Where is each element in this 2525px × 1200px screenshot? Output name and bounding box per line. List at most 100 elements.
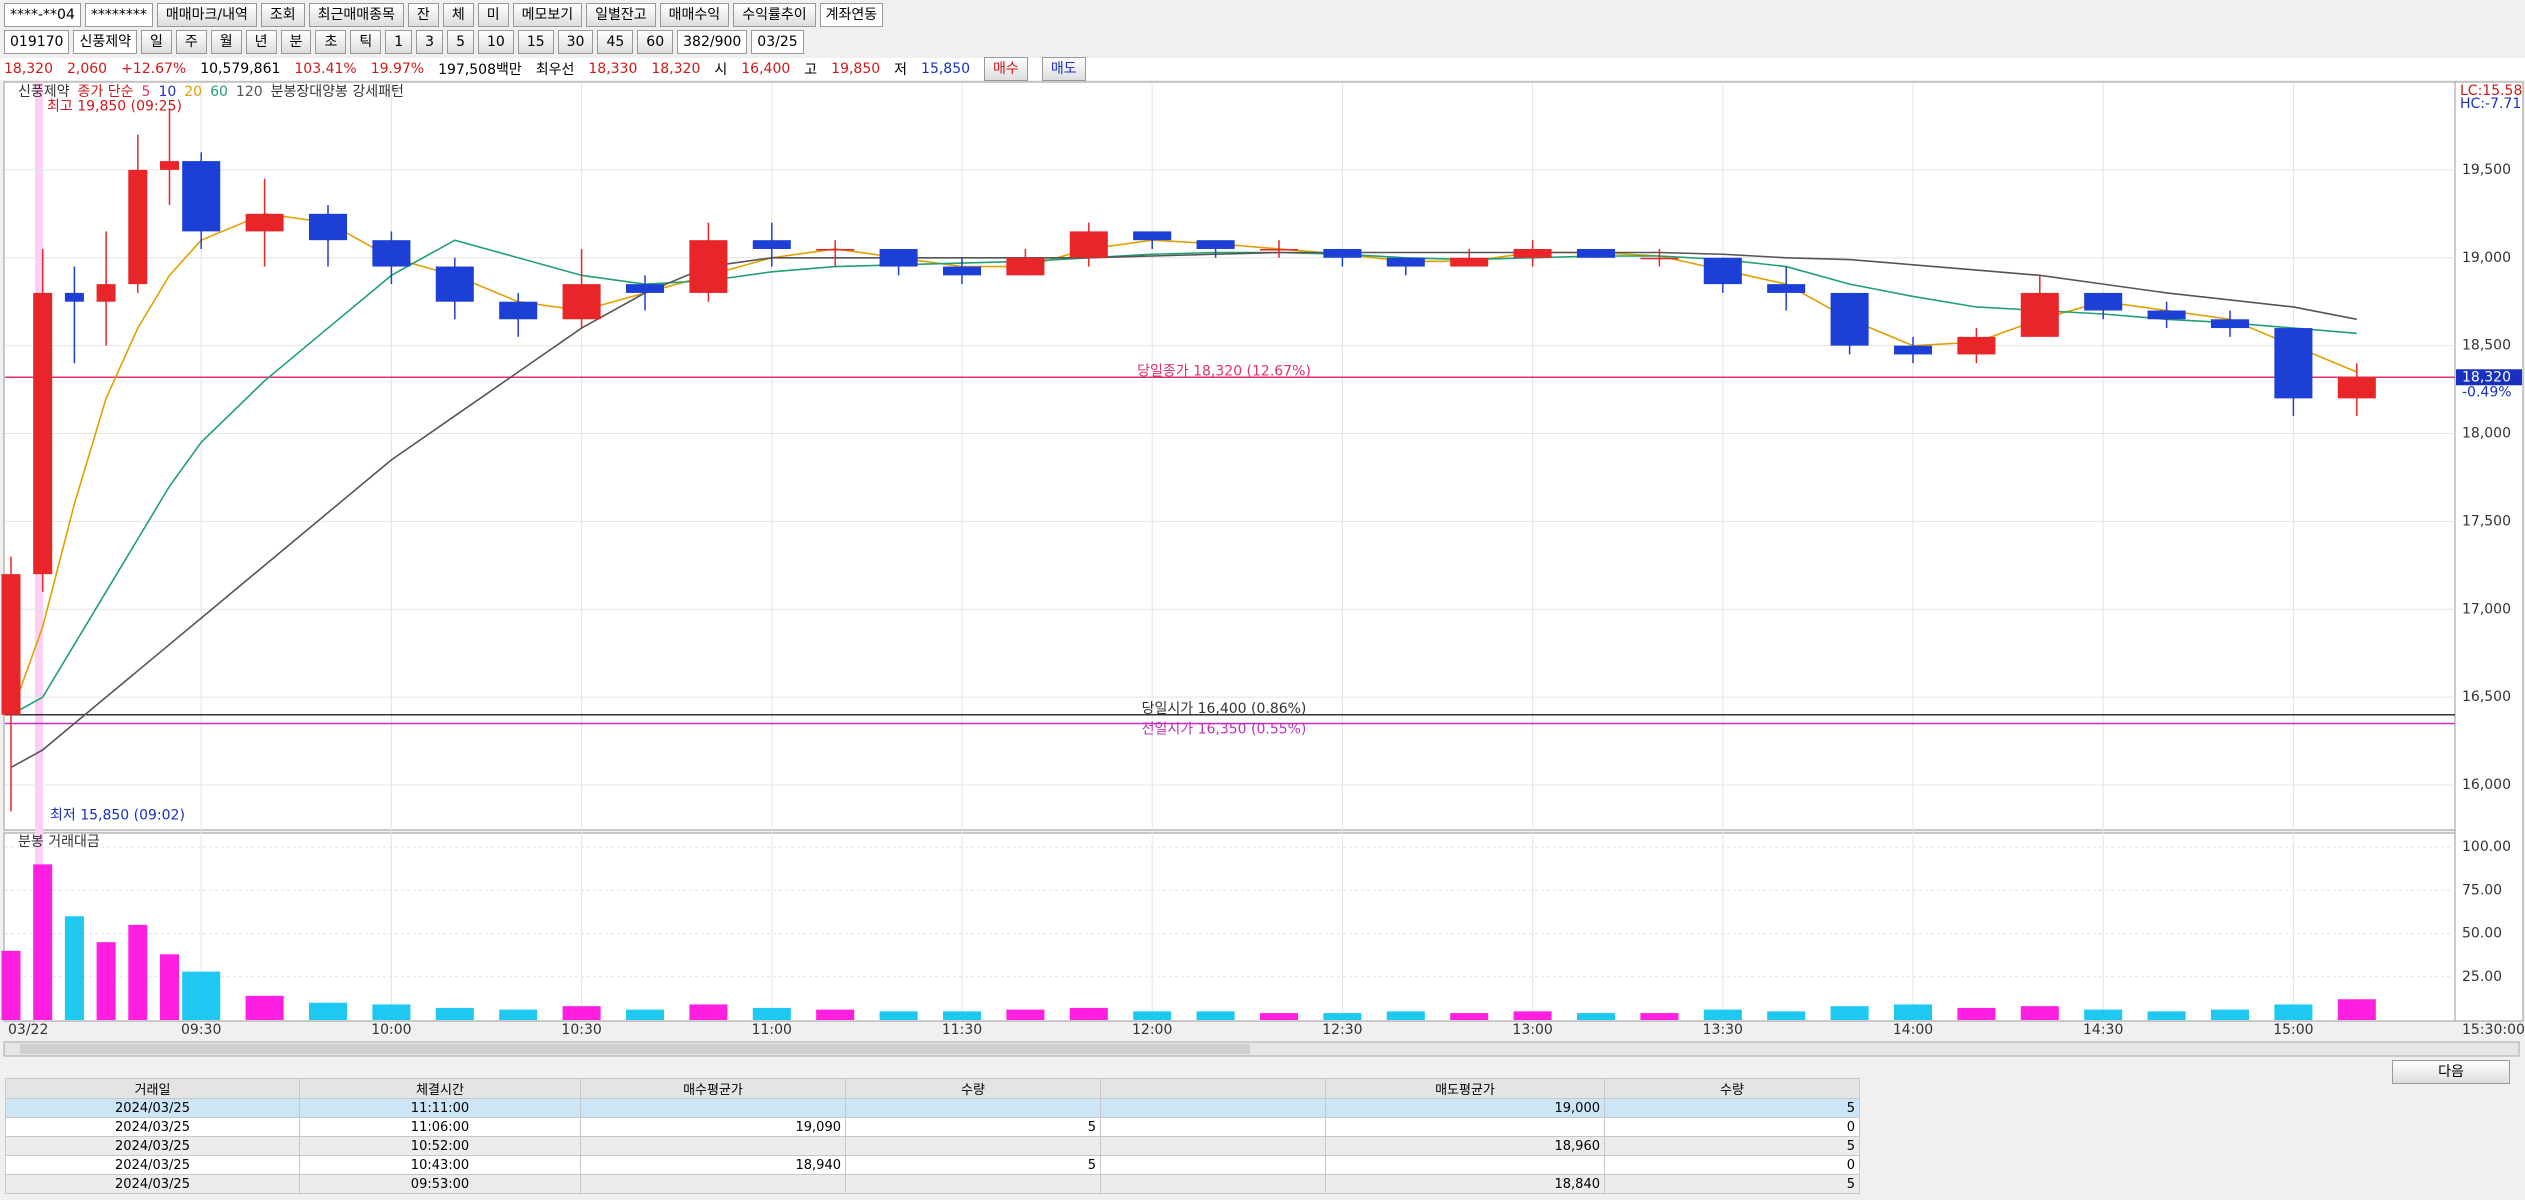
table-cell: [845, 1174, 1101, 1194]
volume-bar: [2337, 999, 2376, 1020]
best-label: 최우선: [535, 62, 575, 78]
period-button[interactable]: 월: [210, 30, 242, 54]
interval-button[interactable]: 5: [447, 30, 474, 54]
volume-bar: [2274, 1004, 2313, 1020]
symbol-code[interactable]: 019170: [4, 30, 70, 54]
toolbar-button[interactable]: 조회: [260, 3, 305, 27]
volume-bar: [64, 916, 84, 1020]
candle-body: [1386, 257, 1425, 267]
buy-button[interactable]: 매수: [984, 57, 1028, 81]
candle-body: [2337, 377, 2376, 399]
header-cell: [1100, 1078, 1326, 1099]
toolbar-button[interactable]: 매매마크/내역: [156, 3, 257, 27]
table-row[interactable]: 2024/03/25 09:53:00 18,840 5: [5, 1174, 1860, 1194]
interval-button[interactable]: 30: [557, 30, 594, 54]
legend-text: 종가 단순: [78, 84, 134, 100]
table-row[interactable]: 2024/03/25 11:06:00 19,090 5 0: [5, 1117, 1860, 1137]
link-checkbox[interactable]: 계좌연동: [819, 3, 884, 27]
toolbar-button[interactable]: 매매수익: [659, 3, 730, 27]
x-tick-label: 12:30: [1322, 1022, 1362, 1038]
volume-bar: [372, 1004, 411, 1020]
toolbar-button[interactable]: 수익률추이: [733, 3, 816, 27]
table-cell: 2024/03/25: [5, 1117, 300, 1137]
volume-bar: [1323, 1013, 1362, 1020]
interval-button[interactable]: 60: [637, 30, 674, 54]
interval-button[interactable]: 10: [477, 30, 514, 54]
volume-bar: [1830, 1006, 1869, 1020]
lc-label: LC:15.58: [2460, 83, 2522, 99]
period-button[interactable]: 초: [315, 30, 347, 54]
interval-button[interactable]: 3: [416, 30, 444, 54]
volume-bar: [1386, 1011, 1425, 1020]
volume-bar: [435, 1007, 474, 1020]
toolbar-button[interactable]: 일별잔고: [586, 3, 656, 27]
table-cell: 5: [845, 1155, 1101, 1175]
volume-bar: [2147, 1011, 2186, 1020]
date[interactable]: 03/25: [751, 30, 804, 54]
volume-tick-label: 75.00: [2462, 882, 2502, 898]
password[interactable]: ********: [84, 3, 153, 27]
period-button[interactable]: 일: [140, 30, 172, 54]
table-cell: 09:53:00: [299, 1174, 581, 1194]
table-row[interactable]: 2024/03/25 10:43:00 18,940 5 0: [5, 1155, 1860, 1175]
candle-body: [2210, 319, 2250, 329]
toolbar-button[interactable]: 메모보기: [512, 3, 583, 27]
toolbar-button[interactable]: 체: [442, 3, 474, 27]
volume-bar: [1196, 1011, 1235, 1020]
table-row[interactable]: 2024/03/25 11:11:00 19,000 5: [5, 1098, 1860, 1118]
interval-button[interactable]: 15: [517, 30, 554, 54]
account[interactable]: ****-**04: [4, 3, 81, 27]
volume-bar: [2210, 1009, 2250, 1020]
volume-bar: [128, 924, 148, 1020]
volume-bar: [1513, 1011, 1552, 1020]
volume-bar: [625, 1009, 665, 1020]
table-cell: 19,000: [1325, 1098, 1605, 1118]
next-button[interactable]: 다음: [2392, 1060, 2510, 1084]
table-row[interactable]: 2024/03/25 10:52:00 18,960 5: [5, 1136, 1860, 1156]
header-cell: 매도평균가: [1325, 1078, 1605, 1099]
period-button[interactable]: 주: [175, 30, 207, 54]
period-button[interactable]: 분: [280, 30, 312, 54]
price-tag: [2456, 369, 2522, 386]
table-cell: [845, 1136, 1101, 1156]
symbol-name[interactable]: 신풍제약: [73, 30, 137, 54]
reference-label: 당일시가 16,400 (0.86%): [1142, 701, 1307, 717]
volume: 10,579,861: [200, 61, 281, 77]
scroll-thumb[interactable]: [20, 1044, 1250, 1054]
period-button[interactable]: 틱: [350, 30, 382, 54]
volume-bar: [1, 950, 21, 1020]
amount: 197,508백만: [438, 62, 522, 78]
toolbar-button[interactable]: 최근매매종목: [308, 3, 404, 27]
toolbar-button[interactable]: 잔: [407, 3, 439, 27]
header-cell: 체결시간: [299, 1078, 581, 1099]
volume-bar: [562, 1006, 601, 1020]
table-cell: 19,090: [580, 1117, 846, 1137]
candle-body: [159, 161, 180, 170]
legend-text: 5: [142, 84, 151, 100]
low-annotation: 최저 15,850 (09:02): [50, 807, 185, 823]
table-cell: [1100, 1117, 1326, 1137]
header-row: 거래일 체결시간 매수평균가 수량 매도평균가 수량: [5, 1078, 1860, 1099]
interval-button[interactable]: 45: [597, 30, 634, 54]
candle-body: [372, 240, 411, 267]
table-cell: [1100, 1155, 1326, 1175]
sell-button[interactable]: 매도: [1041, 57, 1086, 81]
high: 19,850: [831, 61, 881, 77]
toolbar-button[interactable]: 미: [477, 3, 509, 27]
interval-button[interactable]: 1: [385, 30, 413, 54]
volume-bar: [1006, 1009, 1045, 1020]
table-cell: 11:11:00: [299, 1098, 581, 1118]
candle-body: [562, 284, 601, 320]
hc-label: HC:-7.71: [2460, 96, 2521, 112]
x-tick-label: 09:30: [181, 1022, 221, 1038]
y-tick-label: 18,000: [2462, 426, 2511, 442]
open: 16,400: [741, 61, 791, 77]
table-cell: [1100, 1098, 1326, 1118]
volume-bar: [1957, 1007, 1996, 1020]
x-tick-label: 12:00: [1132, 1022, 1172, 1038]
period-button[interactable]: 년: [245, 30, 277, 54]
table-cell: [1100, 1136, 1326, 1156]
low: 15,850: [921, 61, 971, 77]
volume-bar: [1893, 1004, 1933, 1020]
